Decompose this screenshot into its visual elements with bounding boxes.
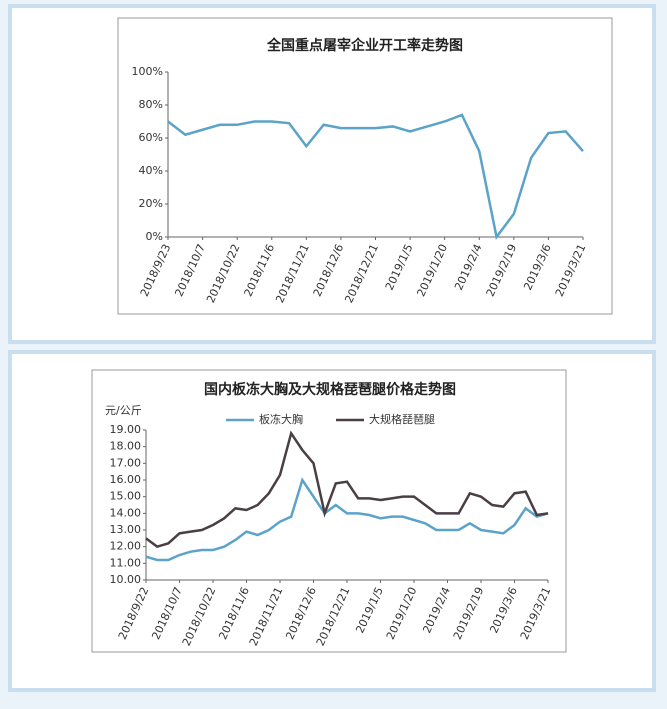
y-tick-label: 18.00	[110, 440, 142, 453]
y-tick-label: 0%	[146, 230, 163, 243]
y-tick-label: 14.00	[110, 506, 142, 519]
y-tick-label: 20%	[139, 197, 163, 210]
chart-title: 国内板冻大胸及大规格琵琶腿价格走势图	[204, 381, 456, 398]
line	[167, 113, 584, 240]
chart-title: 全国重点屠宰企业开工率走势图	[266, 37, 463, 54]
y-tick-label: 100%	[132, 65, 163, 78]
y-tick-label: 80%	[139, 98, 163, 111]
y-tick-label: 17.00	[110, 456, 142, 469]
y-tick-label: 12.00	[110, 540, 142, 553]
y-tick-label: 60%	[139, 131, 163, 144]
y-tick-label: 10.00	[110, 573, 142, 586]
y-tick-label: 15.00	[110, 490, 142, 503]
y-axis-label: 元/公斤	[105, 404, 142, 417]
line	[145, 477, 549, 562]
y-tick-label: 19.00	[110, 423, 142, 436]
line	[145, 430, 549, 549]
legend-label: 板冻大胸	[259, 412, 303, 426]
legend-label: 大规格琵琶腿	[369, 412, 435, 426]
y-tick-label: 40%	[139, 164, 163, 177]
y-tick-label: 16.00	[110, 473, 142, 486]
y-tick-label: 13.00	[110, 523, 142, 536]
y-tick-label: 11.00	[110, 556, 142, 569]
